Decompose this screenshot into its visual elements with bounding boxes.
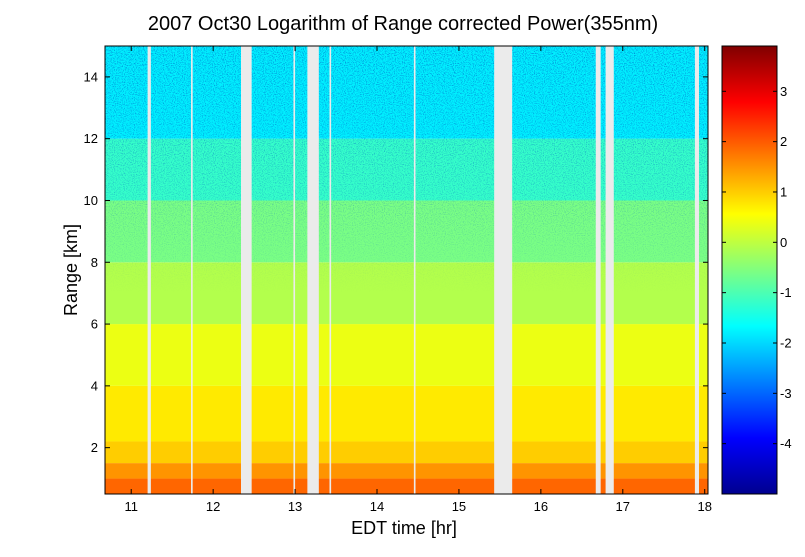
x-tick-label: 15	[452, 499, 466, 514]
colorbar-gradient	[722, 46, 777, 494]
colorbar-tick-label: 2	[780, 134, 787, 149]
colorbar-tick-label: -4	[780, 436, 792, 451]
noise-texture	[105, 46, 708, 494]
data-gap-6	[413, 46, 416, 494]
data-gap-2	[241, 46, 252, 494]
data-gap-9	[605, 46, 614, 494]
data-gap-7	[494, 46, 513, 494]
x-tick-label: 18	[697, 499, 711, 514]
data-gap-0	[147, 46, 151, 494]
colorbar-tick-label: 1	[780, 184, 787, 199]
colorbar: -4 -3 -2 -1 0 1 2 3	[721, 45, 792, 495]
x-tick-label: 13	[288, 499, 302, 514]
y-tick-label: 14	[84, 69, 98, 84]
data-gap-1	[191, 46, 193, 494]
y-tick-label: 12	[84, 131, 98, 146]
chart-title: 2007 Oct30 Logarithm of Range corrected …	[148, 13, 658, 35]
y-tick-label: 4	[91, 378, 98, 393]
colorbar-tick-label: -2	[780, 335, 792, 350]
y-tick-label: 2	[91, 440, 98, 455]
x-tick-label: 16	[534, 499, 548, 514]
y-tick-label: 6	[91, 317, 98, 332]
x-axis-label: EDT time [hr]	[351, 518, 457, 538]
data-gaps	[147, 46, 699, 494]
y-tick-label: 8	[91, 255, 98, 270]
x-axis: 11 12 13 14 15 16 17 18	[124, 46, 712, 514]
colorbar-tick-label: -3	[780, 386, 792, 401]
x-tick-label: 11	[124, 499, 138, 514]
y-tick-label: 10	[84, 193, 98, 208]
colorbar-tick-label: -1	[780, 285, 792, 300]
data-gap-3	[293, 46, 296, 494]
plot-area: 11 12 13 14 15 16 17 18 2 4 6 8 10 12 14	[84, 45, 712, 514]
data-gap-8	[595, 46, 601, 494]
x-tick-label: 17	[616, 499, 630, 514]
x-tick-label: 14	[370, 499, 384, 514]
data-gap-10	[694, 46, 699, 494]
x-tick-label: 12	[206, 499, 220, 514]
data-gap-4	[307, 46, 319, 494]
plot-frame	[104, 45, 709, 495]
colorbar-tick-label: 3	[780, 84, 787, 99]
colorbar-ticks: -4 -3 -2 -1 0 1 2 3	[722, 84, 792, 451]
colorbar-frame	[721, 45, 778, 495]
y-axis: 2 4 6 8 10 12 14	[84, 69, 708, 455]
data-gap-5	[329, 46, 332, 494]
colorbar-tick-label: 0	[780, 235, 787, 250]
y-axis-label: Range [km]	[61, 224, 81, 316]
